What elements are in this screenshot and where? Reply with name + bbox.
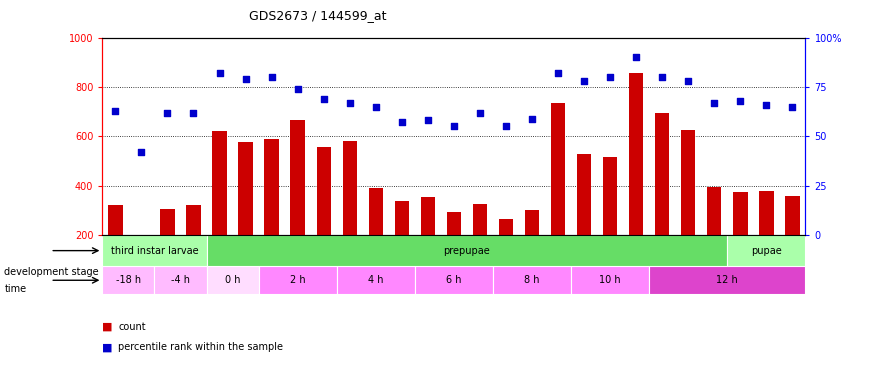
Point bbox=[421, 117, 435, 123]
Text: development stage: development stage bbox=[4, 267, 99, 277]
Bar bbox=[733, 192, 748, 235]
Bar bbox=[525, 210, 539, 235]
Text: prepupae: prepupae bbox=[443, 246, 490, 256]
Point bbox=[681, 78, 695, 84]
Bar bbox=[727, 235, 805, 266]
Point bbox=[551, 70, 565, 76]
Bar bbox=[186, 206, 200, 235]
Bar bbox=[571, 266, 649, 294]
Text: 6 h: 6 h bbox=[446, 275, 462, 285]
Bar bbox=[655, 113, 669, 235]
Bar bbox=[447, 211, 461, 235]
Text: 12 h: 12 h bbox=[716, 275, 738, 285]
Bar bbox=[629, 74, 643, 235]
Bar bbox=[493, 266, 571, 294]
Point bbox=[473, 110, 487, 116]
Bar bbox=[785, 196, 799, 235]
Point bbox=[708, 100, 722, 106]
Bar bbox=[577, 154, 591, 235]
Point bbox=[394, 120, 409, 126]
Point bbox=[160, 110, 174, 116]
Text: 10 h: 10 h bbox=[599, 275, 621, 285]
Text: 2 h: 2 h bbox=[290, 275, 305, 285]
Point bbox=[499, 123, 514, 129]
Point bbox=[186, 110, 200, 116]
Text: -18 h: -18 h bbox=[116, 275, 141, 285]
Point bbox=[759, 102, 773, 108]
Point bbox=[655, 74, 669, 80]
Text: pupae: pupae bbox=[751, 246, 781, 256]
Point bbox=[603, 74, 618, 80]
Text: ■: ■ bbox=[102, 342, 113, 352]
Point bbox=[239, 76, 253, 82]
Bar bbox=[206, 266, 259, 294]
Text: GDS2673 / 144599_at: GDS2673 / 144599_at bbox=[249, 9, 386, 22]
Bar bbox=[421, 197, 435, 235]
Text: time: time bbox=[4, 284, 27, 294]
Bar bbox=[206, 235, 727, 266]
Point bbox=[213, 70, 227, 76]
Text: 0 h: 0 h bbox=[225, 275, 240, 285]
Point bbox=[109, 108, 123, 114]
Bar bbox=[415, 266, 493, 294]
Bar bbox=[239, 142, 253, 235]
Bar bbox=[473, 204, 487, 235]
Bar bbox=[102, 266, 155, 294]
Text: ■: ■ bbox=[102, 322, 113, 332]
Bar bbox=[213, 131, 227, 235]
Bar bbox=[155, 266, 206, 294]
Point bbox=[264, 74, 279, 80]
Point bbox=[317, 96, 331, 102]
Point bbox=[577, 78, 591, 84]
Text: 8 h: 8 h bbox=[524, 275, 539, 285]
Bar bbox=[708, 187, 722, 235]
Bar bbox=[264, 139, 279, 235]
Bar bbox=[603, 157, 618, 235]
Point bbox=[290, 86, 304, 92]
Point bbox=[733, 98, 748, 104]
Bar bbox=[551, 103, 565, 235]
Bar bbox=[759, 190, 773, 235]
Bar bbox=[259, 266, 336, 294]
Bar bbox=[368, 188, 383, 235]
Bar bbox=[109, 206, 123, 235]
Bar bbox=[394, 201, 409, 235]
Point bbox=[785, 104, 799, 110]
Bar bbox=[649, 266, 805, 294]
Bar bbox=[336, 266, 415, 294]
Point bbox=[447, 123, 461, 129]
Point bbox=[134, 149, 149, 155]
Text: 4 h: 4 h bbox=[368, 275, 384, 285]
Text: -4 h: -4 h bbox=[171, 275, 190, 285]
Bar bbox=[343, 141, 357, 235]
Bar bbox=[681, 130, 695, 235]
Point bbox=[525, 116, 539, 122]
Point bbox=[629, 54, 643, 60]
Bar bbox=[498, 219, 514, 235]
Text: count: count bbox=[118, 322, 146, 332]
Bar bbox=[102, 235, 206, 266]
Text: percentile rank within the sample: percentile rank within the sample bbox=[118, 342, 283, 352]
Point bbox=[343, 100, 357, 106]
Bar bbox=[317, 147, 331, 235]
Bar bbox=[290, 120, 304, 235]
Point bbox=[368, 104, 383, 110]
Bar bbox=[160, 209, 174, 235]
Text: third instar larvae: third instar larvae bbox=[110, 246, 198, 256]
